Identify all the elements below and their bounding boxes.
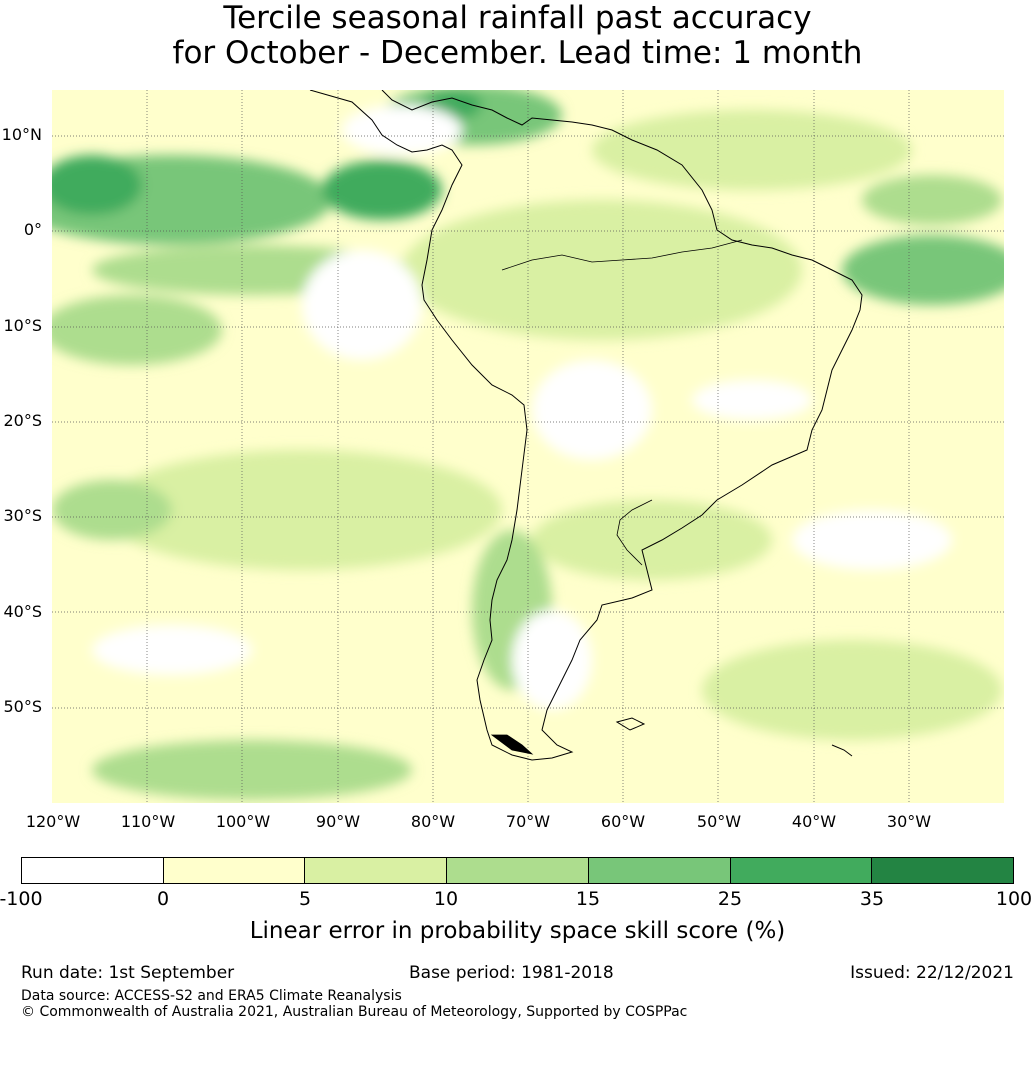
map-title-line-1: Tercile seasonal rainfall past accuracy bbox=[223, 0, 812, 36]
colorbar-segment-1 bbox=[163, 858, 306, 883]
colorbar-tick: 100 bbox=[995, 888, 1033, 910]
copyright: © Commonwealth of Australia 2021, Austra… bbox=[21, 1004, 688, 1020]
rio-de-la-plata bbox=[616, 499, 653, 566]
colorbar-segment-0 bbox=[22, 858, 164, 883]
south-georgia bbox=[831, 744, 853, 757]
colorbar bbox=[21, 857, 1014, 884]
colorbar-tick: 35 bbox=[859, 888, 885, 910]
latitude-label-40s: 40°S bbox=[3, 602, 42, 621]
latitude-label-0: 0° bbox=[23, 220, 42, 239]
longitude-label-110w: 110°W bbox=[120, 812, 176, 831]
longitude-label-40w: 40°W bbox=[791, 812, 837, 831]
skill-score-map[interactable] bbox=[52, 90, 1004, 803]
longitude-label-70w: 70°W bbox=[505, 812, 551, 831]
colorbar-label: Linear error in probability space skill … bbox=[249, 918, 786, 944]
map-svg bbox=[52, 90, 1004, 803]
colorbar-tick: 25 bbox=[717, 888, 743, 910]
colorbar-tick: 10 bbox=[433, 888, 459, 910]
run-date: Run date: 1st September bbox=[21, 963, 235, 983]
tierra-del-fuego bbox=[490, 734, 534, 755]
colorbar-tick: 5 bbox=[298, 888, 312, 910]
longitude-label-80w: 80°W bbox=[410, 812, 456, 831]
longitude-label-50w: 50°W bbox=[696, 812, 742, 831]
latitude-label-20s: 20°S bbox=[3, 411, 42, 430]
issued-date: Issued: 22/12/2021 bbox=[850, 963, 1014, 983]
falkland-islands bbox=[615, 717, 646, 731]
longitude-label-60w: 60°W bbox=[600, 812, 646, 831]
colorbar-tick: 15 bbox=[575, 888, 601, 910]
skill-score-field bbox=[52, 90, 1004, 800]
amazon-river bbox=[501, 239, 743, 271]
base-period: Base period: 1981-2018 bbox=[409, 963, 614, 983]
longitude-label-120w: 120°W bbox=[25, 812, 81, 831]
latitude-label-30s: 30°S bbox=[3, 506, 42, 525]
latitude-label-10n: 10°N bbox=[1, 125, 42, 144]
longitude-label-100w: 100°W bbox=[215, 812, 271, 831]
colorbar-segment-3 bbox=[447, 858, 589, 883]
latitude-label-10s: 10°S bbox=[3, 316, 42, 335]
data-source: Data source: ACCESS-S2 and ERA5 Climate … bbox=[21, 988, 402, 1004]
latitude-label-50s: 50°S bbox=[3, 697, 42, 716]
colorbar-tick: -100 bbox=[0, 888, 43, 910]
colorbar-tick: 0 bbox=[156, 888, 170, 910]
colorbar-segment-2 bbox=[305, 858, 448, 883]
longitude-label-30w: 30°W bbox=[886, 812, 932, 831]
colorbar-segment-4 bbox=[588, 858, 731, 883]
graticule bbox=[52, 90, 1004, 803]
colorbar-segment-5 bbox=[730, 858, 873, 883]
colorbar-segment-6 bbox=[872, 858, 1014, 883]
longitude-label-90w: 90°W bbox=[315, 812, 361, 831]
south-america-coastline bbox=[309, 90, 863, 761]
map-title-line-2: for October - December. Lead time: 1 mon… bbox=[172, 35, 863, 71]
